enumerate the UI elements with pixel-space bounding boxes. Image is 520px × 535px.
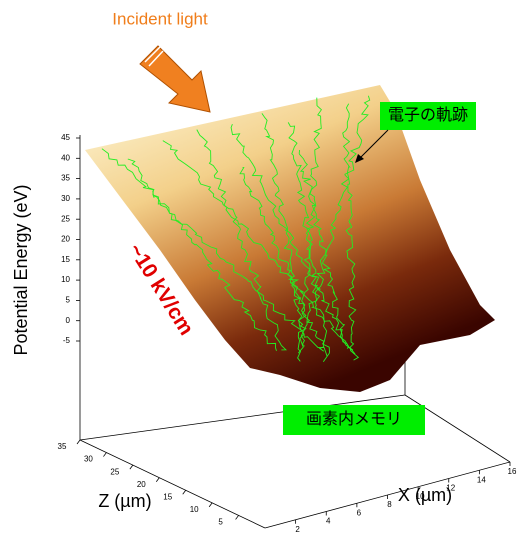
x-tick-label: 16 [508, 467, 517, 476]
z-tick [209, 503, 212, 507]
potential-surface [85, 85, 495, 392]
y-tick-label: 40 [61, 153, 70, 162]
y-tick-label: 0 [66, 316, 71, 325]
trajectory-label: 電子の軌跡 [388, 106, 468, 124]
z-tick-label: 10 [190, 505, 199, 514]
z-tick-label: 5 [218, 518, 223, 527]
x-axis-label: X (µm) [398, 485, 452, 505]
y-tick-label: 35 [61, 174, 70, 183]
y-tick-label: 10 [61, 275, 70, 284]
y-tick-label: 30 [61, 194, 70, 203]
x-tick-label: 14 [477, 475, 486, 484]
y-tick-label: -5 [63, 336, 71, 345]
figure: Incident light Potential Energy (eV) Z (… [0, 0, 520, 535]
y-axis-label: Potential Energy (eV) [11, 184, 31, 355]
z-tick [103, 453, 106, 457]
y-tick-label: 15 [61, 255, 70, 264]
z-tick-label: 15 [163, 492, 172, 501]
y-tick-label: 25 [61, 214, 70, 223]
light-arrow [140, 46, 210, 112]
x-tick-label: 4 [326, 517, 331, 526]
memory-label: 画素内メモリ [306, 410, 402, 428]
z-tick [156, 478, 159, 482]
z-tick-label: 25 [110, 467, 119, 476]
z-tick [130, 465, 133, 469]
y-tick-label: 45 [61, 133, 70, 142]
x-tick-label: 12 [446, 484, 455, 493]
x-tick-label: 2 [295, 525, 300, 534]
y-tick-label: 5 [66, 296, 71, 305]
z-tick-label: 20 [137, 480, 146, 489]
z-tick [77, 440, 80, 444]
y-tick-label: 20 [61, 235, 70, 244]
x-tick-label: 6 [357, 508, 362, 517]
z-tick-label: 35 [58, 442, 67, 451]
z-tick [183, 490, 186, 494]
z-axis-label: Z (µm) [98, 491, 151, 511]
z-tick [236, 515, 239, 519]
z-tick-label: 30 [84, 455, 93, 464]
x-tick-label: 8 [387, 500, 392, 509]
incident-label: Incident light [112, 9, 208, 28]
x-tick-label: 10 [416, 492, 425, 501]
